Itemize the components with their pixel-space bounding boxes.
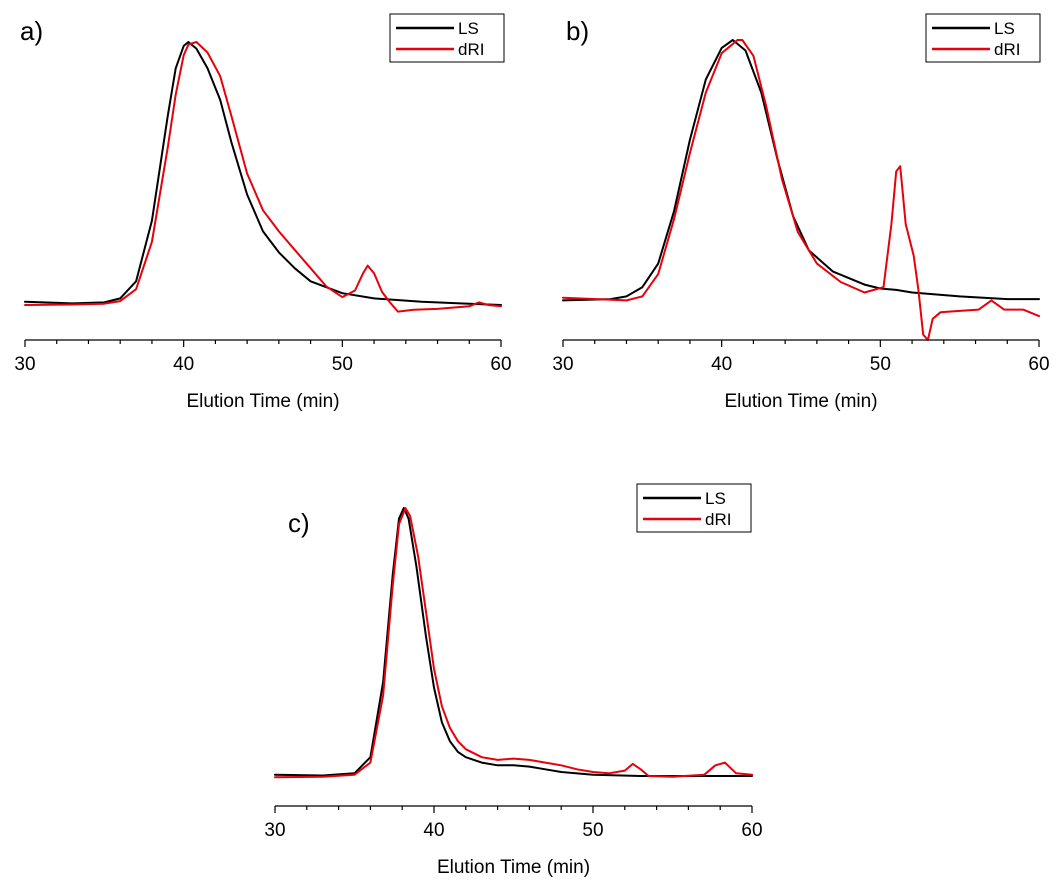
legend-label-dri: dRI (705, 510, 731, 529)
x-tick-label: 40 (173, 354, 194, 375)
legend-label-ls: LS (705, 489, 726, 508)
chart-panel-a: a) 30 40 50 60 Elution Time (min) LS dRI (14, 13, 512, 412)
x-tick-label: 30 (264, 820, 285, 841)
chart-panel-c: c) 30 40 50 60 Elution Time (min) LS dRI (264, 483, 763, 878)
legend: LS dRI (636, 483, 752, 533)
panel-label-c: c) (288, 508, 310, 538)
x-tick-label: 50 (332, 354, 353, 375)
series-line-ls (24, 41, 502, 306)
legend-label-dri: dRI (458, 40, 484, 59)
x-axis-title: Elution Time (min) (724, 391, 877, 412)
x-tick-label: 30 (552, 354, 573, 375)
legend-box (389, 13, 505, 63)
x-tick-label: 40 (423, 820, 444, 841)
x-tick-label: 60 (1028, 354, 1049, 375)
x-tick-label: 60 (741, 820, 762, 841)
x-tick-label: 30 (14, 354, 35, 375)
panel-label-a: a) (20, 16, 43, 46)
legend-box (636, 483, 752, 533)
series-line-ls (274, 507, 753, 777)
panel-label-b: b) (566, 16, 589, 46)
series-line-dri (562, 39, 1040, 341)
series-line-dri (274, 507, 753, 779)
legend: LS dRI (925, 13, 1041, 63)
x-tick-label: 50 (870, 354, 891, 375)
series-line-dri (24, 41, 502, 313)
x-tick-label: 60 (490, 354, 511, 375)
legend-label-ls: LS (458, 19, 479, 38)
x-axis-title: Elution Time (min) (186, 391, 339, 412)
series-line-ls (562, 39, 1040, 302)
x-axis-title: Elution Time (min) (437, 857, 590, 878)
legend: LS dRI (389, 13, 505, 63)
legend-label-ls: LS (994, 19, 1015, 38)
chart-panel-b: b) 30 40 50 60 Elution Time (min) LS dRI (552, 13, 1050, 412)
x-tick-label: 40 (711, 354, 732, 375)
x-tick-label: 50 (582, 820, 603, 841)
legend-box (925, 13, 1041, 63)
legend-label-dri: dRI (994, 40, 1020, 59)
